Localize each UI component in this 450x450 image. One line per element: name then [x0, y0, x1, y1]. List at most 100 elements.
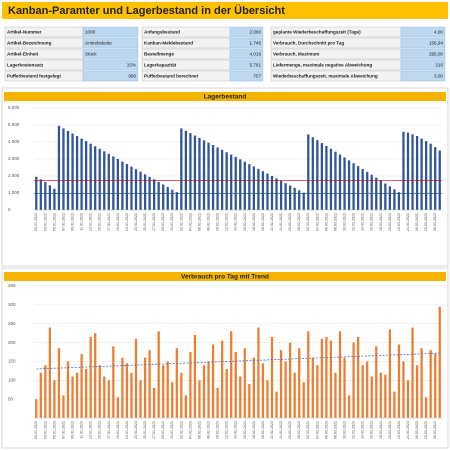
bar [343, 357, 346, 418]
bar [39, 179, 42, 210]
x-tick-label: 06.03.2022 [324, 213, 328, 231]
x-tick-label: 13.01.2022 [89, 213, 93, 231]
x-tick-label: 10.03.2022 [342, 421, 346, 439]
x-tick-label: 12.03.2022 [352, 421, 356, 439]
bar [57, 125, 61, 210]
bar [284, 183, 287, 210]
x-tick-label: 12.02.2022 [225, 213, 229, 231]
x-tick-label: 27.01.2022 [152, 421, 156, 439]
bar [434, 147, 437, 210]
x-tick-label: 19.01.2022 [116, 421, 120, 439]
bar [180, 372, 183, 418]
x-tick-label: 02.02.2022 [179, 213, 183, 231]
bar [352, 342, 355, 418]
x-tick-label: 16.03.2022 [370, 213, 374, 231]
bar [80, 138, 83, 210]
bar [347, 395, 351, 418]
param-label: Wiederbeschaffungszeit, maximale Abweich… [273, 74, 378, 79]
bar [402, 361, 405, 418]
bar [248, 384, 251, 418]
x-tick-label: 31.01.2022 [170, 421, 174, 439]
bar [225, 152, 228, 210]
y-tick-label: 200 [8, 340, 16, 345]
bar [352, 163, 355, 210]
param-value: 1000 [85, 30, 96, 35]
bar [125, 164, 129, 210]
bar [347, 160, 351, 210]
bar [270, 336, 274, 418]
param-label: Artikel-Bezeichnung [7, 41, 52, 46]
bar [39, 372, 42, 418]
bar [207, 142, 210, 210]
x-tick-label: 08.03.2022 [333, 213, 337, 231]
x-tick-label: 21.01.2022 [125, 213, 129, 231]
x-tick-label: 09.01.2022 [70, 421, 74, 439]
bar [239, 376, 242, 418]
bar [302, 192, 305, 210]
param-label: Artikel-Einheit [7, 52, 39, 57]
x-tick-label: 20.03.2022 [388, 213, 392, 231]
bar [261, 171, 265, 210]
value-cell [82, 70, 139, 82]
value-cell [229, 26, 264, 38]
bar [252, 166, 255, 210]
x-tick-label: 08.02.2022 [206, 213, 210, 231]
value-cell [400, 70, 446, 82]
bar [44, 181, 47, 210]
bar [71, 376, 74, 418]
bar [198, 137, 201, 210]
bar [379, 372, 382, 418]
x-tick-label: 28.02.2022 [297, 421, 301, 439]
x-tick-label: 28.03.2022 [424, 213, 428, 231]
param-value: Stück [85, 52, 97, 57]
bar [334, 151, 337, 210]
bar [153, 387, 156, 418]
y-tick-label: 4.000 [8, 139, 20, 144]
x-tick-label: 24.02.2022 [279, 213, 283, 231]
y-tick-label: 50 [8, 396, 14, 401]
bar [243, 348, 246, 418]
bar [143, 174, 147, 210]
x-tick-label: 17.01.2022 [107, 421, 111, 439]
bar [293, 187, 296, 210]
chart-header [4, 92, 446, 101]
bar [193, 335, 197, 418]
bar [234, 352, 237, 418]
bar [225, 368, 228, 418]
bar [175, 192, 178, 210]
bar [307, 134, 310, 210]
x-tick-label: 28.03.2022 [424, 421, 428, 439]
bar [270, 176, 274, 210]
value-cell [82, 48, 139, 60]
bar [35, 399, 38, 418]
trend-line [36, 352, 440, 370]
bar [216, 147, 219, 210]
bar [184, 395, 187, 418]
bar [116, 397, 119, 418]
x-tick-label: 16.02.2022 [243, 213, 247, 231]
bar [193, 135, 197, 210]
bar [411, 327, 414, 418]
bar [325, 145, 328, 210]
bar [266, 380, 269, 418]
bar [166, 187, 169, 210]
value-cell [229, 37, 264, 49]
bar [139, 380, 142, 418]
bar [98, 148, 101, 210]
param-label: Anfangsbestand [144, 30, 180, 35]
y-tick-label: 350 [8, 283, 16, 288]
x-tick-label: 04.02.2022 [188, 421, 192, 439]
bar [397, 344, 401, 418]
bar [338, 331, 342, 418]
x-tick-label: 02.02.2022 [179, 421, 183, 439]
bar [388, 329, 391, 418]
bar [406, 380, 410, 418]
bar [94, 146, 97, 210]
x-tick-label: 04.03.2022 [315, 421, 319, 439]
value-cell [82, 37, 139, 49]
param-label: Verbrauch, Maximum [273, 52, 319, 57]
x-tick-label: 21.01.2022 [125, 421, 129, 439]
bar [316, 140, 319, 210]
bar [107, 380, 110, 418]
bar [85, 141, 88, 210]
